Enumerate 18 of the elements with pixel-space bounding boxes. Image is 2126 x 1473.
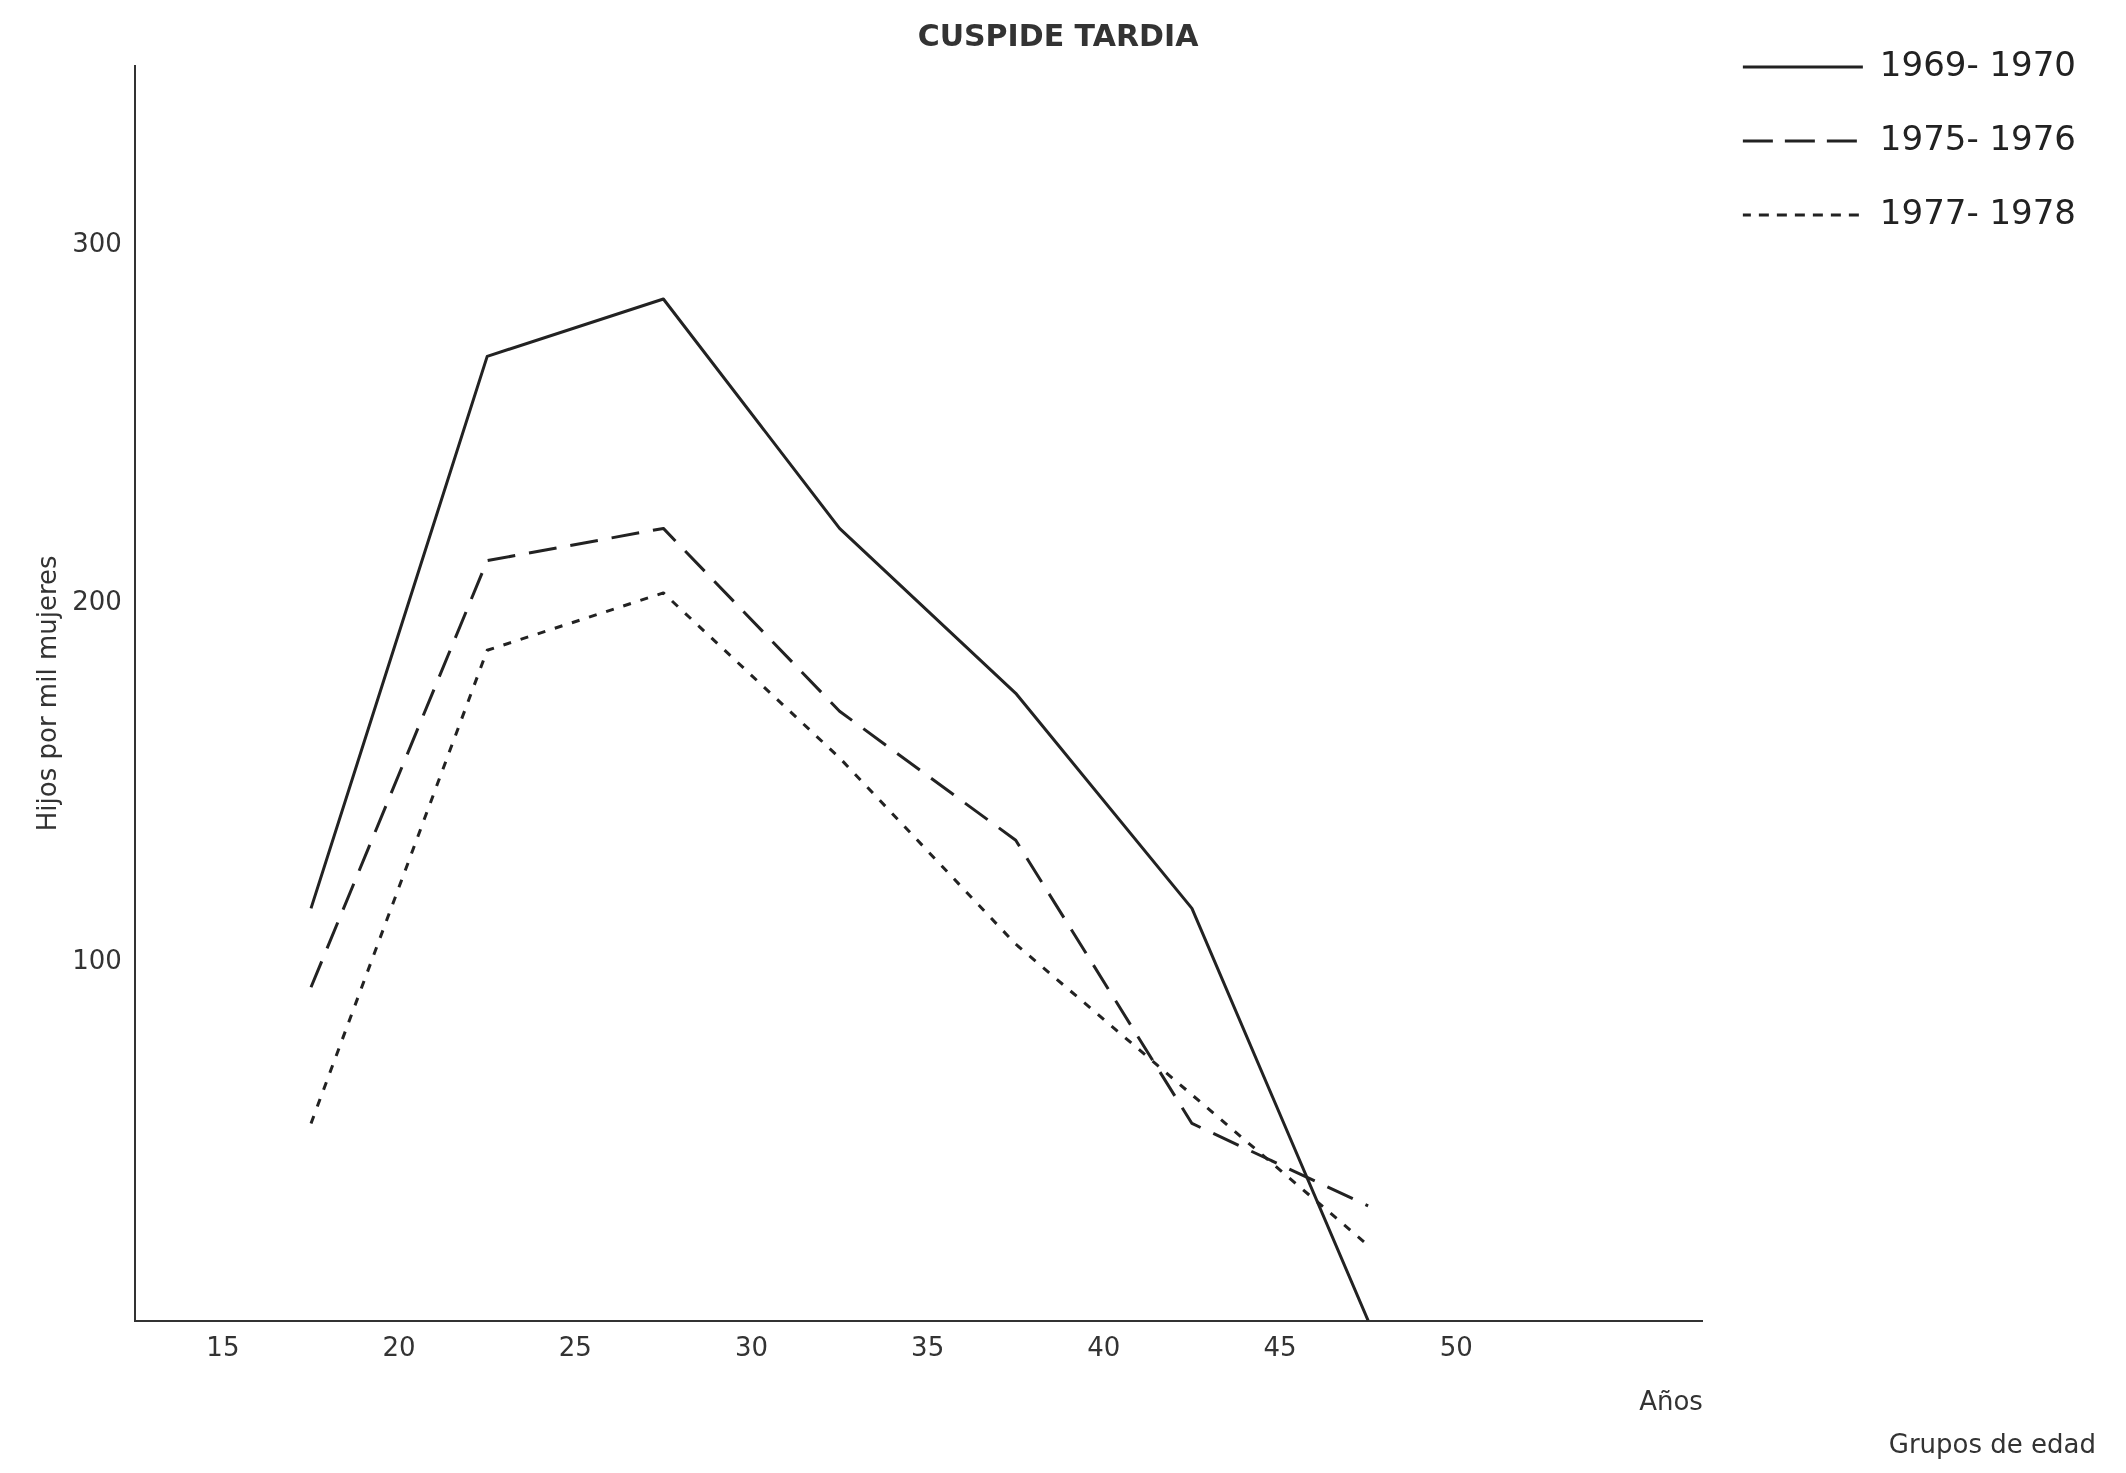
text: Grupos de edad: [1888, 1429, 2096, 1459]
y-tick-label: 300: [72, 227, 122, 258]
x-tick-label: 40: [1087, 1331, 1121, 1362]
chart-title: CUSPIDE TARDIA: [917, 17, 1200, 53]
y-tick-label: 200: [72, 586, 122, 617]
y-tick-label: 100: [72, 944, 122, 975]
x-tick-label: 50: [1439, 1331, 1473, 1362]
x-tick-label: 45: [1263, 1331, 1297, 1362]
x-axis-title: Años: [1639, 1386, 1703, 1417]
legend-label: 1977- 1978: [1879, 191, 2077, 232]
legend-label: 1969- 1970: [1879, 43, 2077, 84]
y-axis-title: Hijos por mil mujeres: [32, 555, 63, 832]
x-tick-label: 30: [734, 1331, 769, 1362]
legend-label: 1975- 1976: [1879, 117, 2077, 158]
x-tick-label: 20: [382, 1331, 416, 1362]
x-tick-label: 15: [206, 1331, 240, 1362]
x-tick-label: 25: [558, 1331, 592, 1362]
x-tick-label: 35: [911, 1331, 945, 1362]
